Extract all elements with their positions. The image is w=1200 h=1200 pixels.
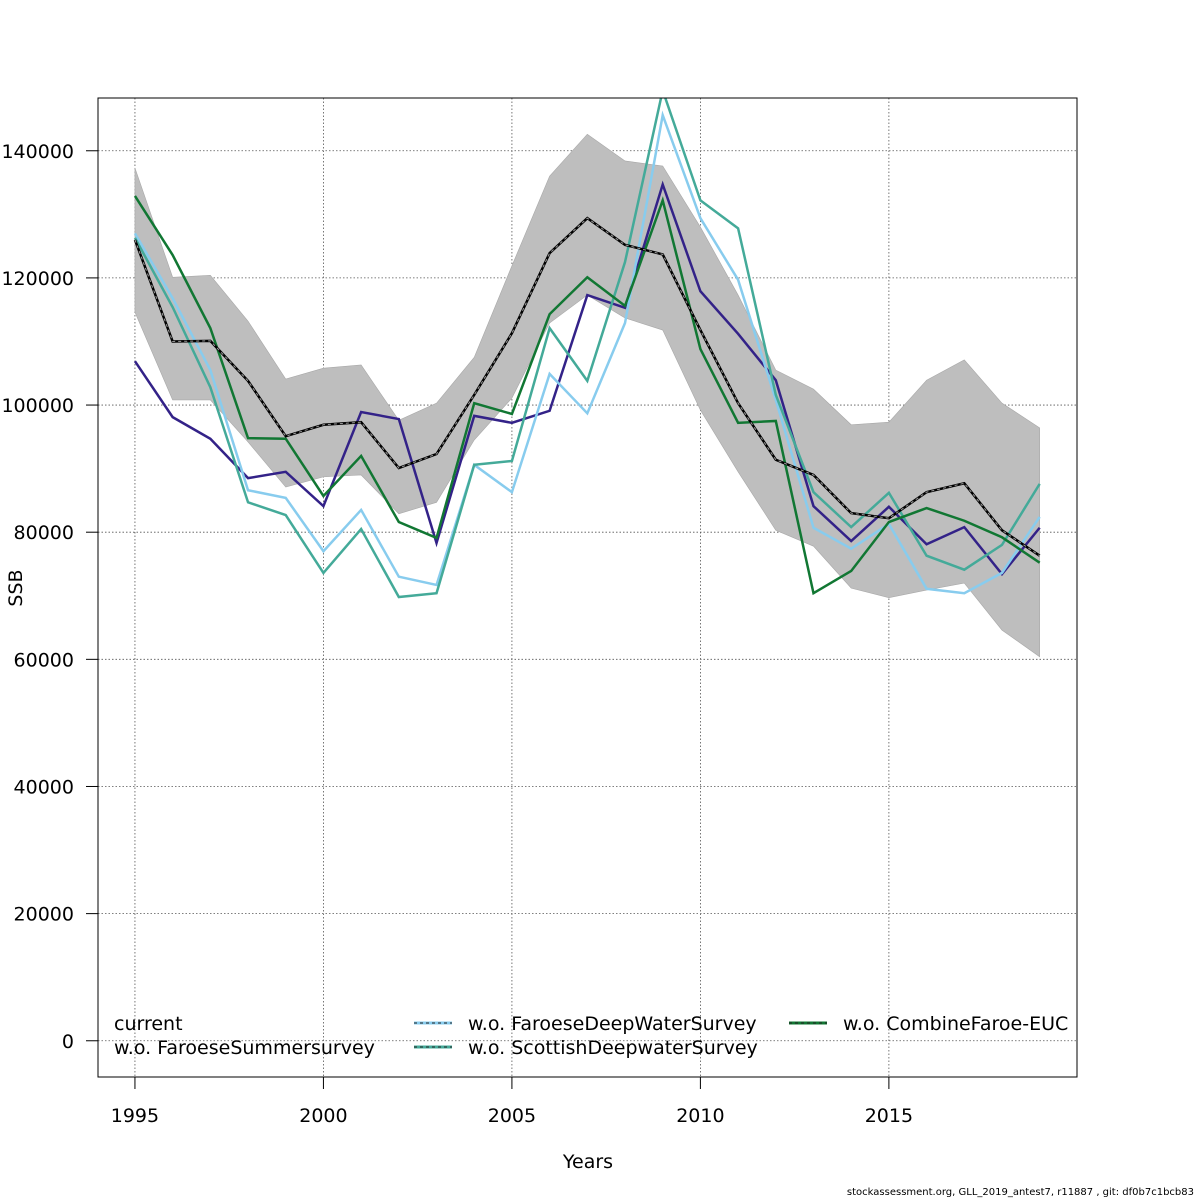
legend-label: w.o. ScottishDeepwaterSurvey bbox=[468, 1037, 758, 1059]
legend-label: w.o. FaroeseSummersurvey bbox=[114, 1037, 375, 1059]
series-line-w-o-scottishdeepwatersurvey bbox=[133, 98, 1041, 599]
x-tick-label: 1995 bbox=[111, 1105, 159, 1127]
series-line-w-o-faroesesummersurvey bbox=[133, 180, 1041, 577]
x-tick-label: 2000 bbox=[299, 1105, 347, 1127]
x-tick-label: 2015 bbox=[865, 1105, 913, 1127]
legend-label: current bbox=[114, 1013, 183, 1035]
y-tick-label: 20000 bbox=[14, 904, 74, 926]
y-axis: 0 20000 40000 60000 80000 100000 120000 140000 bbox=[1, 141, 98, 1053]
series-layer bbox=[133, 98, 1041, 599]
legend-label: w.o. FaroeseDeepWaterSurvey bbox=[468, 1013, 757, 1035]
y-tick-label: 120000 bbox=[1, 268, 74, 290]
footer-credit: stockassessment.org, GLL_2019_antest7, r… bbox=[846, 1187, 1194, 1198]
y-tick-label: 100000 bbox=[1, 395, 74, 417]
y-tick-label: 60000 bbox=[14, 649, 74, 671]
y-tick-label: 140000 bbox=[1, 141, 74, 163]
confidence-band bbox=[134, 133, 1040, 658]
legend-label: w.o. CombineFaroe-EUC bbox=[843, 1013, 1068, 1035]
y-tick-label: 80000 bbox=[14, 522, 74, 544]
x-axis-title: Years bbox=[562, 1151, 613, 1173]
y-tick-label: 0 bbox=[62, 1031, 74, 1053]
plot-frame bbox=[97, 97, 1078, 1078]
y-axis-title: SSB bbox=[5, 569, 27, 606]
confidence-band-layer bbox=[134, 133, 1040, 658]
x-tick-label: 2010 bbox=[676, 1105, 724, 1127]
x-tick-label: 2005 bbox=[488, 1105, 536, 1127]
series-line-current-dash-overlay bbox=[134, 217, 1040, 557]
series-line-w-o-combinefaroe-euc bbox=[133, 195, 1041, 596]
y-tick-label: 40000 bbox=[14, 776, 74, 798]
x-axis: 1995 2000 2005 2010 2015 bbox=[111, 1077, 913, 1127]
